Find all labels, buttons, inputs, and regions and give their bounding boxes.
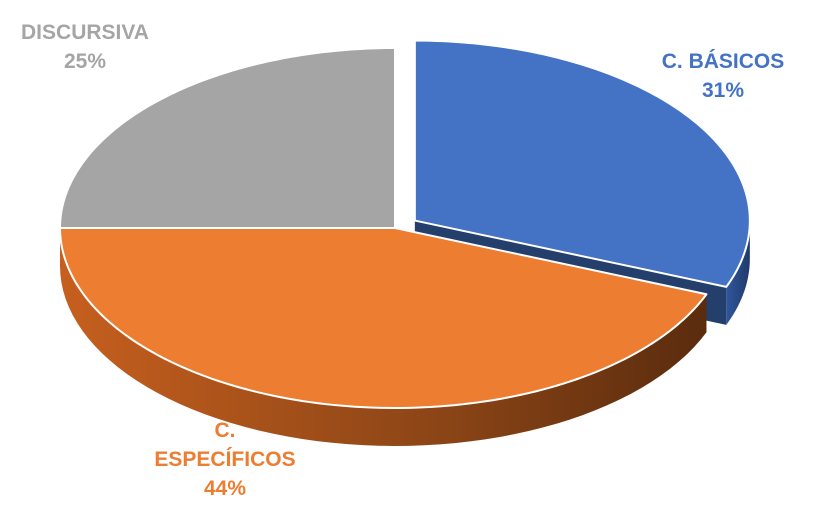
slice-label-especificos-name-2: ESPECÍFICOS [154,448,296,471]
slice-label-basicos-name: C. BÁSICOS [661,50,785,73]
slice-label-especificos: C. ESPECÍFICOS 44% [130,416,320,503]
slice-side-basicos [726,220,750,325]
slice-label-basicos: C. BÁSICOS 31% [648,47,798,105]
slice-label-discursiva-name: DISCURSIVA [21,21,149,44]
slice-label-discursiva: DISCURSIVA 25% [5,18,165,76]
slice-side-especificos [60,228,707,446]
slice-especificos [59,227,708,409]
slice-discursiva [59,47,396,229]
slice-basicos [413,39,751,288]
slice-label-discursiva-value: 25% [63,50,107,73]
slice-label-basicos-value: 31% [701,79,745,102]
slice-label-especificos-value: 44% [203,477,247,500]
pie-top-layer [59,39,751,409]
slice-label-especificos-name: C. [214,419,236,442]
